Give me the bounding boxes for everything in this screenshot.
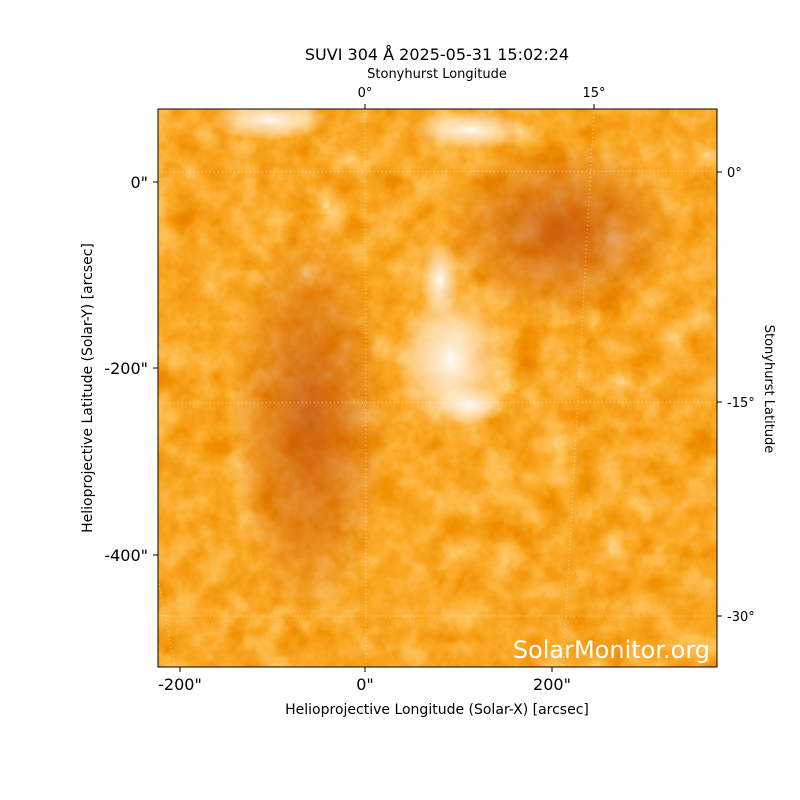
x-tick-label: 0" [356, 675, 374, 694]
right-tick-label: -15° [727, 396, 755, 411]
y-tick-label: -400" [104, 546, 148, 565]
right-tick-label: 0° [727, 166, 742, 181]
watermark: SolarMonitor.org [513, 636, 710, 664]
x-tick-label: -200" [158, 675, 202, 694]
title: SUVI 304 Å 2025-05-31 15:02:24 [305, 45, 569, 64]
solar-image [158, 109, 717, 667]
left-axis-label: Helioprojective Latitude (Solar-Y) [arcs… [80, 243, 96, 533]
top-tick-label: 15° [582, 86, 605, 101]
y-tick-label: 0" [130, 173, 148, 192]
top-tick-label: 0° [358, 86, 373, 101]
bottom-axis-label: Helioprojective Longitude (Solar-X) [arc… [285, 702, 589, 718]
x-tick-label: 200" [533, 675, 571, 694]
y-tick-label: -200" [104, 359, 148, 378]
right-axis-label: Stonyhurst Latitude [761, 325, 776, 454]
right-tick-label: -30° [727, 610, 755, 625]
top-axis-label: Stonyhurst Longitude [367, 67, 507, 82]
plot-frame [157, 108, 718, 668]
grid-line [158, 579, 176, 667]
